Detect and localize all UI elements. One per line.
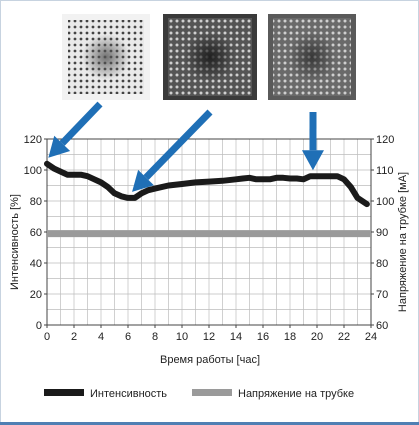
x-axis-title: Время работы [час] <box>160 354 260 366</box>
y-left-tick-label: 0 <box>36 320 42 332</box>
y-left-tick-label: 60 <box>30 227 42 239</box>
y-right-tick-label: 90 <box>376 227 388 239</box>
legend-swatch-tube-current <box>192 389 232 396</box>
arrow-head <box>132 169 154 192</box>
y-right-tick-label: 100 <box>376 196 394 208</box>
y-left-tick-label: 20 <box>30 289 42 301</box>
series-layer <box>44 160 371 238</box>
y-right-tick-label: 60 <box>376 320 388 332</box>
y-left-tick-label: 40 <box>30 258 42 270</box>
x-tick-label: 22 <box>338 331 350 343</box>
xray-image-2 <box>163 14 257 100</box>
legend-label-intensity: Интенсивность <box>90 388 167 400</box>
y-left-tick-label: 120 <box>24 134 42 146</box>
x-tick-label: 20 <box>311 331 323 343</box>
legend-swatch-intensity <box>44 389 84 396</box>
legend: Интенсивность Напряжение на трубке <box>44 388 354 400</box>
arrow-head <box>301 150 324 171</box>
arrow-shaft <box>59 101 103 146</box>
xray-image-1 <box>62 14 150 100</box>
x-tick-label: 4 <box>98 331 104 343</box>
arrow-shaft <box>143 109 213 181</box>
x-tick-label: 6 <box>125 331 131 343</box>
x-tick-label: 18 <box>284 331 296 343</box>
y-left-tick-label: 80 <box>30 196 42 208</box>
series-line-intensity <box>44 160 370 208</box>
arrow-head <box>48 135 71 158</box>
x-tick-label: 2 <box>71 331 77 343</box>
xray-image-3 <box>268 14 356 100</box>
y-axis-title-left: Интенсивность [%] <box>9 194 21 290</box>
y-right-tick-label: 110 <box>376 165 394 177</box>
annotation-arrow <box>48 101 103 158</box>
y-axis-title-right: Напряжение на трубке [мА] <box>397 172 409 312</box>
x-tick-label: 14 <box>230 331 242 343</box>
x-tick-label: 0 <box>44 331 50 343</box>
x-tick-label: 8 <box>152 331 158 343</box>
accent-bar <box>0 422 419 425</box>
x-tick-label: 12 <box>203 331 215 343</box>
arrows <box>48 101 324 192</box>
x-tick-label: 24 <box>365 331 377 343</box>
legend-label-tube-current: Напряжение на трубке <box>238 388 354 400</box>
x-tick-label: 10 <box>176 331 188 343</box>
y-right-tick-label: 120 <box>376 134 394 146</box>
y-right-tick-label: 70 <box>376 289 388 301</box>
y-right-tick-label: 80 <box>376 258 388 270</box>
annotation-arrow <box>301 111 324 171</box>
x-tick-label: 16 <box>257 331 269 343</box>
annotation-arrow <box>132 109 213 192</box>
ticks: 0 2 4 6 8 10 12 14 16 18 20 22 240204060801001206070… <box>24 134 395 343</box>
y-left-tick-label: 100 <box>24 165 42 177</box>
